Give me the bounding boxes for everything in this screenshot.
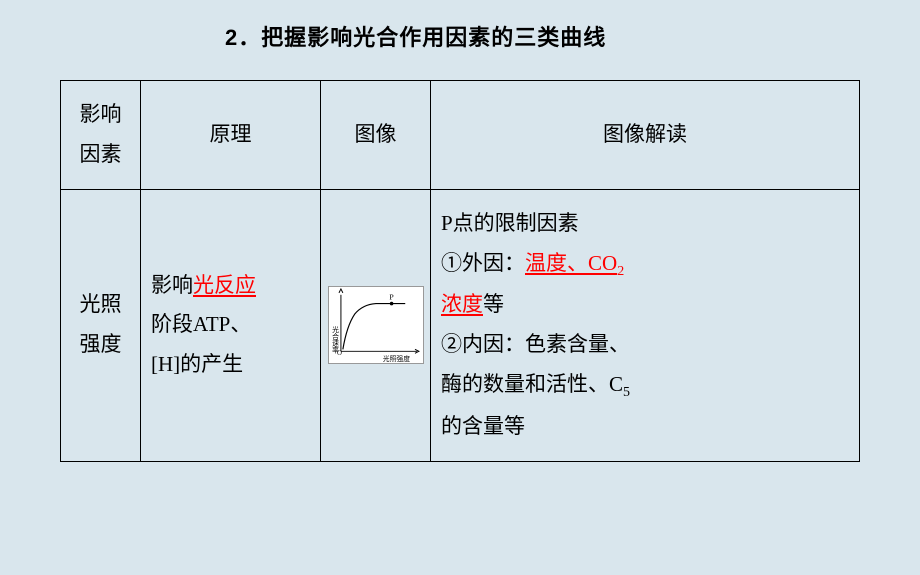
header-interpretation: 图像解读 <box>431 81 860 190</box>
principle-post1: 阶段ATP、 <box>151 312 251 336</box>
chart-svg: P O 光合速率 光照强度 <box>328 286 424 364</box>
interp-red3: 浓度 <box>441 292 483 316</box>
cell-principle: 影响光反应 阶段ATP、 [H]的产生 <box>141 189 321 461</box>
header-principle: 原理 <box>141 81 321 190</box>
interp-line5: 的含量等 <box>441 414 525 438</box>
interp-line1: P点的限制因素 <box>441 211 579 235</box>
principle-post2: [H]的产生 <box>151 352 243 376</box>
interp-line3: ②内因：色素含量、 <box>441 332 630 356</box>
interp-red2: CO2 <box>588 251 624 275</box>
interp-line4-sub: 5 <box>623 385 630 400</box>
interp-red1: 温度 <box>525 251 567 275</box>
interp-line2-pre: ①外因： <box>441 251 525 275</box>
interp-line2-post: 等 <box>483 292 504 316</box>
interp-line4-pre: 酶的数量和活性、C <box>441 372 623 396</box>
page-title: 2．把握影响光合作用因素的三类曲线 <box>225 20 860 52</box>
chart-point-label: P <box>389 293 394 302</box>
curves-table: 影响因素 原理 图像 图像解读 光照强度 影响光反应 阶段ATP、 [H]的产生… <box>60 80 860 462</box>
chart-origin-label: O <box>337 351 342 358</box>
table-row: 光照强度 影响光反应 阶段ATP、 [H]的产生 P O 光合速率 光照强度 P… <box>61 189 860 461</box>
interp-sep: 、 <box>567 251 588 275</box>
header-factor: 影响因素 <box>61 81 141 190</box>
table-header-row: 影响因素 原理 图像 图像解读 <box>61 81 860 190</box>
chart-xlabel: 光照强度 <box>382 354 409 363</box>
cell-interpretation: P点的限制因素 ①外因：温度、CO2 浓度等 ②内因：色素含量、 酶的数量和活性… <box>431 189 860 461</box>
principle-red: 光反应 <box>193 273 256 297</box>
cell-factor: 光照强度 <box>61 189 141 461</box>
cell-image: P O 光合速率 光照强度 <box>321 189 431 461</box>
principle-pre: 影响 <box>151 273 193 297</box>
header-image: 图像 <box>321 81 431 190</box>
